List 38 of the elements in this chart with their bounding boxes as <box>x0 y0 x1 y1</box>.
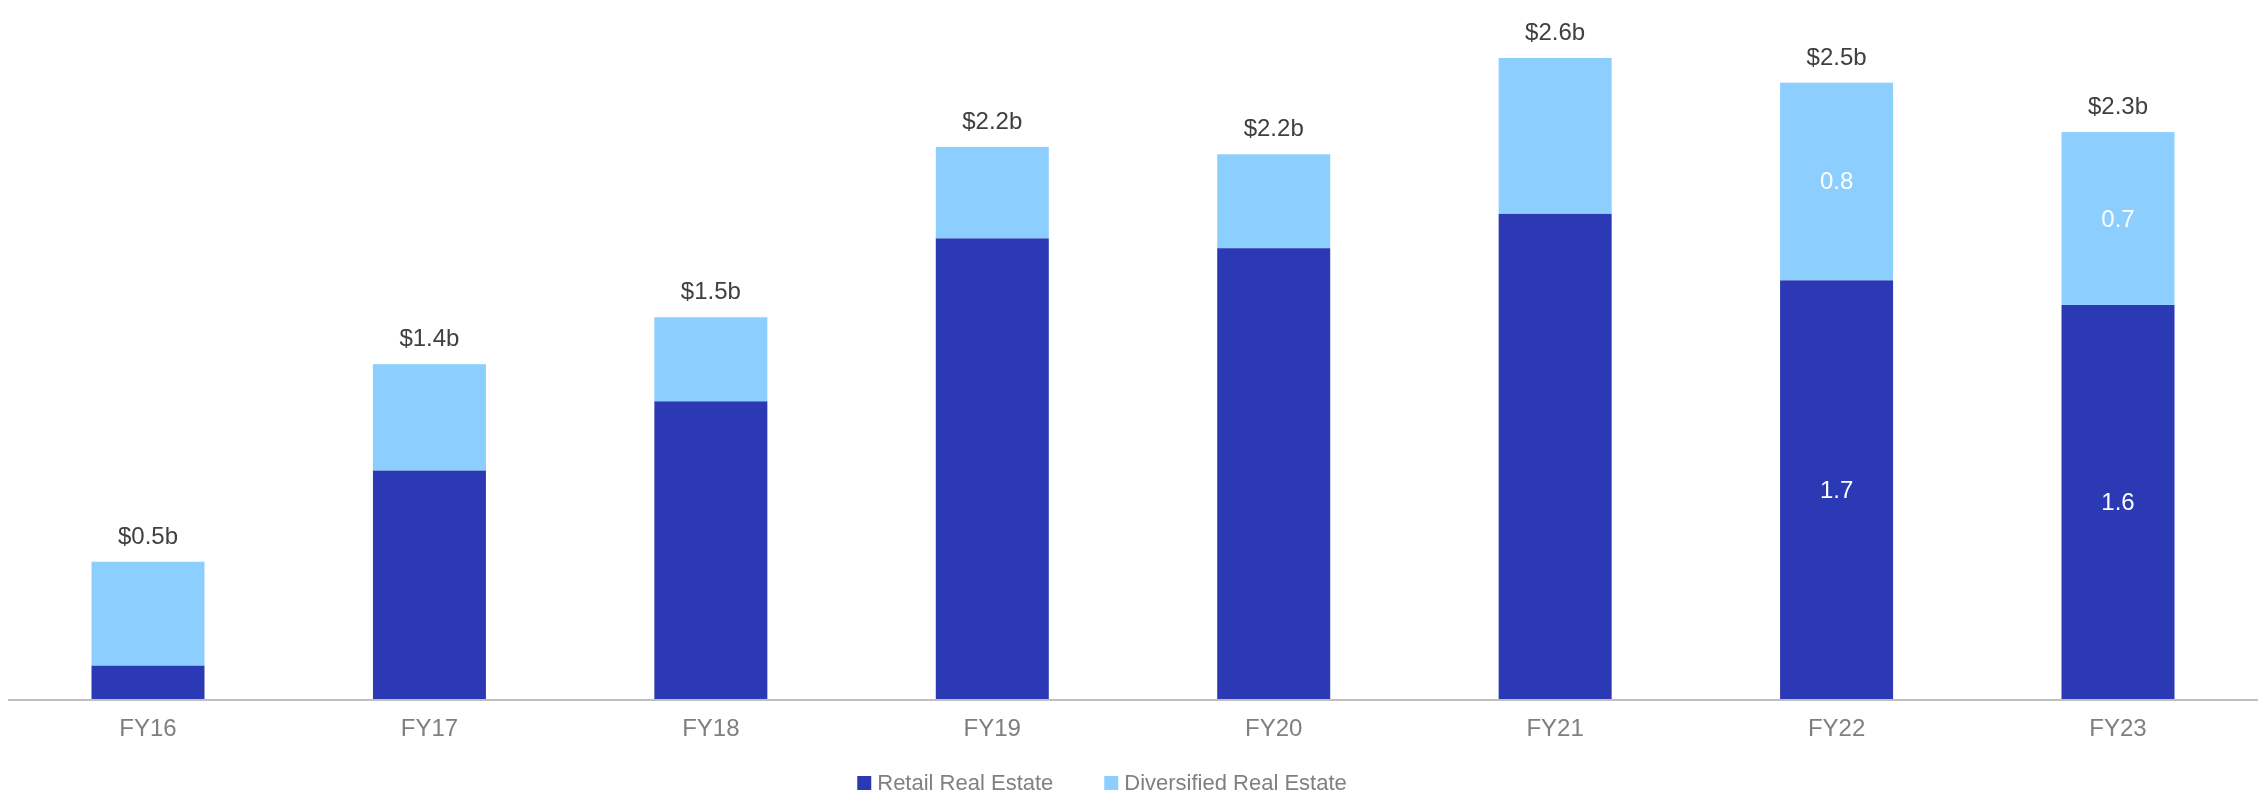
bar <box>372 470 486 700</box>
x-tick-label: FY23 <box>2089 714 2147 741</box>
data-label: 0.7 <box>2101 204 2135 232</box>
bar <box>2061 132 2175 305</box>
bar <box>1217 154 1331 249</box>
total-label: $1.4b <box>399 324 460 352</box>
total-label: $1.5b <box>680 277 741 305</box>
total-label: $2.5b <box>1806 42 1867 70</box>
x-tick-label: FY16 <box>119 714 177 741</box>
x-tick-label: FY18 <box>682 714 740 741</box>
bar <box>1217 248 1331 700</box>
bar <box>1498 213 1612 700</box>
bar <box>1498 58 1612 214</box>
bar <box>935 238 1049 700</box>
bar <box>91 665 205 700</box>
x-tick-label: FY20 <box>1245 714 1303 741</box>
total-label: $2.3b <box>2087 92 2149 120</box>
data-label: 1.6 <box>2101 488 2135 516</box>
x-tick-label: FY19 <box>963 714 1021 741</box>
legend-label: Retail Real Estate <box>877 770 1054 795</box>
x-tick-label: FY21 <box>1526 714 1584 741</box>
legend-label: Diversified Real Estate <box>1124 770 1347 795</box>
total-label: $2.6b <box>1525 18 1586 45</box>
x-tick-label: FY22 <box>1807 714 1866 741</box>
bar <box>91 561 205 666</box>
bar <box>2061 304 2175 700</box>
bar <box>1780 82 1894 281</box>
bar <box>372 364 486 471</box>
bar <box>935 146 1049 239</box>
bar <box>654 317 768 402</box>
total-label: $2.2b <box>1243 114 1304 142</box>
data-label: 0.8 <box>1819 167 1854 195</box>
total-label: $0.5b <box>117 521 179 549</box>
data-label: 1.7 <box>1819 476 1854 504</box>
total-label: $2.2b <box>962 106 1023 134</box>
bar <box>1780 280 1894 700</box>
x-tick-label: FY17 <box>400 714 459 741</box>
bar <box>654 401 768 700</box>
